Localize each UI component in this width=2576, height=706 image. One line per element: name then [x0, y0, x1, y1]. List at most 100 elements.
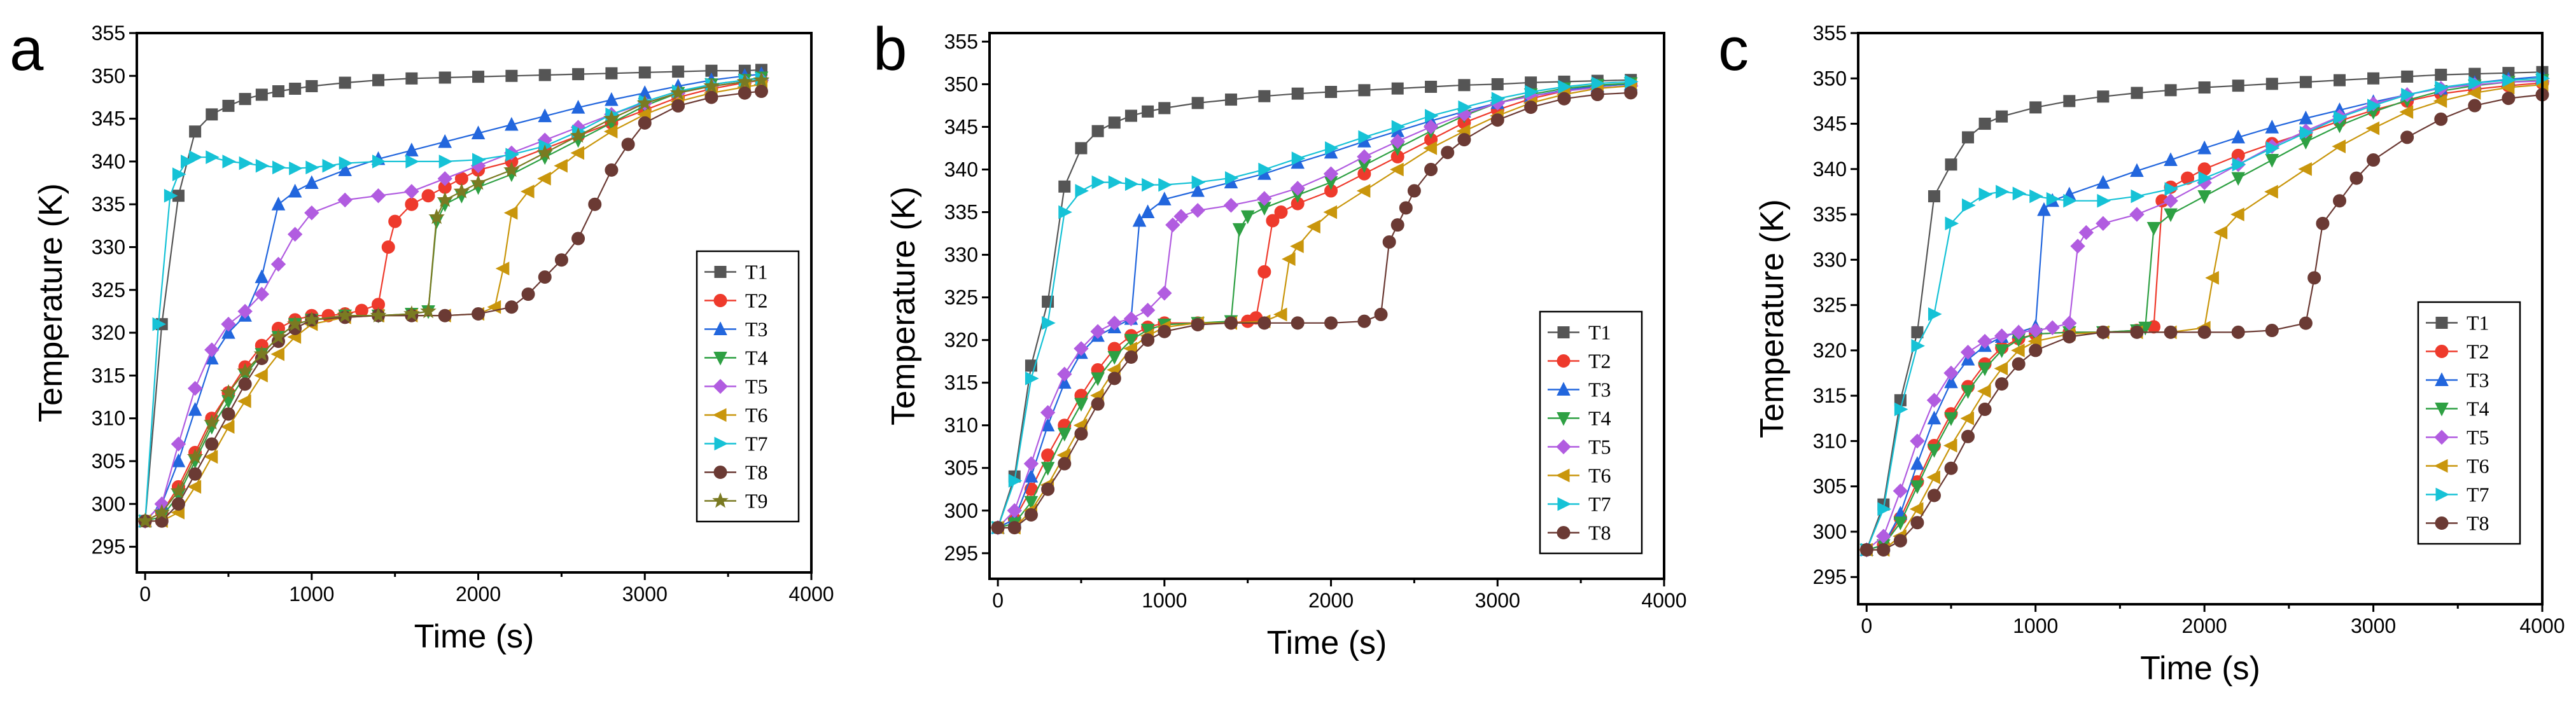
legend-marker: [714, 436, 729, 451]
legend: T1 T2 T3 T4 T5 T6 T7 T8: [1539, 310, 1643, 555]
data-point: [372, 74, 385, 87]
data-point: [1893, 483, 1908, 499]
data-point: [1140, 302, 1156, 318]
series-t7: [139, 71, 769, 529]
data-point: [570, 146, 585, 160]
x-tick-label: 2000: [1308, 589, 1354, 612]
data-point: [1257, 265, 1271, 279]
data-point: [220, 384, 237, 400]
data-point: [2467, 86, 2481, 100]
data-point: [2046, 192, 2061, 206]
panel-label: c: [1718, 15, 1749, 83]
data-point: [636, 94, 654, 111]
data-point: [1274, 205, 1288, 219]
y-tick-label: 350: [944, 73, 978, 95]
data-point: [2401, 88, 2415, 102]
data-point: [255, 88, 268, 101]
data-point: [1165, 217, 1180, 233]
data-point: [1927, 488, 1941, 502]
y-tick-label: 355: [944, 30, 978, 53]
data-point: [1123, 311, 1139, 326]
data-point: [239, 156, 253, 170]
legend-entry-t8: T8: [1548, 522, 1611, 544]
series-line: [144, 78, 762, 522]
data-point: [1074, 427, 1088, 441]
data-point: [187, 480, 202, 494]
data-point: [271, 197, 286, 211]
data-point: [1910, 455, 1924, 470]
data-point: [206, 150, 220, 164]
data-point: [1041, 482, 1055, 496]
data-point: [2299, 76, 2312, 88]
data-point: [638, 66, 651, 79]
data-point: [1893, 516, 1908, 530]
data-point: [1423, 141, 1438, 155]
y-tick-label: 300: [944, 499, 978, 522]
data-point: [137, 512, 153, 529]
data-point: [2198, 171, 2213, 185]
data-point: [170, 482, 187, 498]
series-t1: [139, 64, 767, 527]
data-point: [2164, 182, 2179, 196]
data-point: [2213, 225, 2228, 240]
data-point: [405, 72, 418, 85]
y-tick-label: 350: [1813, 67, 1847, 90]
data-point: [505, 300, 519, 314]
data-point: [2096, 175, 2110, 189]
data-point: [2316, 216, 2330, 230]
data-point: [1132, 212, 1147, 227]
data-point: [1926, 470, 1940, 485]
legend-label: T7: [2467, 483, 2489, 506]
legend-box: [2417, 301, 2521, 545]
y-tick-label: 310: [1813, 429, 1847, 452]
series-line: [997, 79, 1631, 528]
data-point: [1391, 120, 1406, 134]
data-point: [1524, 100, 1538, 114]
x-tick-label: 2000: [2182, 614, 2227, 637]
legend-marker: [1555, 468, 1570, 483]
x-axis-label: Time (s): [2140, 650, 2260, 687]
data-point: [1458, 79, 1471, 92]
data-point: [1591, 76, 1606, 90]
data-point: [2129, 207, 2145, 222]
data-point: [186, 448, 204, 464]
legend-label: T1: [2467, 312, 2489, 335]
data-point: [289, 82, 302, 95]
data-point: [420, 303, 437, 319]
data-point: [1994, 361, 2008, 376]
series-line: [144, 79, 762, 522]
data-point: [1357, 149, 1372, 165]
y-tick-label: 355: [92, 22, 125, 45]
y-tick-label: 345: [92, 107, 125, 130]
data-point: [1024, 508, 1038, 522]
data-point: [505, 148, 520, 162]
data-point: [2130, 325, 2144, 339]
data-point: [1325, 141, 1339, 155]
x-tick-label: 3000: [622, 583, 668, 606]
series-line: [997, 85, 1631, 529]
data-point: [1978, 118, 1991, 130]
y-tick-label: 340: [944, 158, 978, 181]
data-point: [2349, 171, 2363, 185]
legend-label: T8: [2467, 512, 2489, 535]
data-point: [221, 407, 235, 421]
data-point: [2333, 110, 2348, 125]
panel-label: a: [10, 15, 44, 83]
data-point: [404, 184, 419, 199]
legend-entry-t3: T3: [1548, 378, 1611, 401]
data-point: [520, 184, 535, 198]
data-point: [1928, 307, 1942, 321]
data-point: [270, 347, 284, 361]
data-point: [2096, 216, 2111, 232]
legend-label: T4: [1588, 407, 1611, 430]
data-point: [1425, 109, 1439, 123]
data-point: [1358, 130, 1373, 144]
data-point: [1927, 410, 1942, 425]
data-point: [2299, 316, 2313, 330]
data-point: [471, 125, 486, 139]
data-point: [1909, 502, 1924, 516]
series-t9: [137, 71, 770, 529]
legend-marker: [2433, 459, 2448, 473]
data-point: [1108, 175, 1123, 190]
legend-label: T7: [1588, 493, 1611, 516]
